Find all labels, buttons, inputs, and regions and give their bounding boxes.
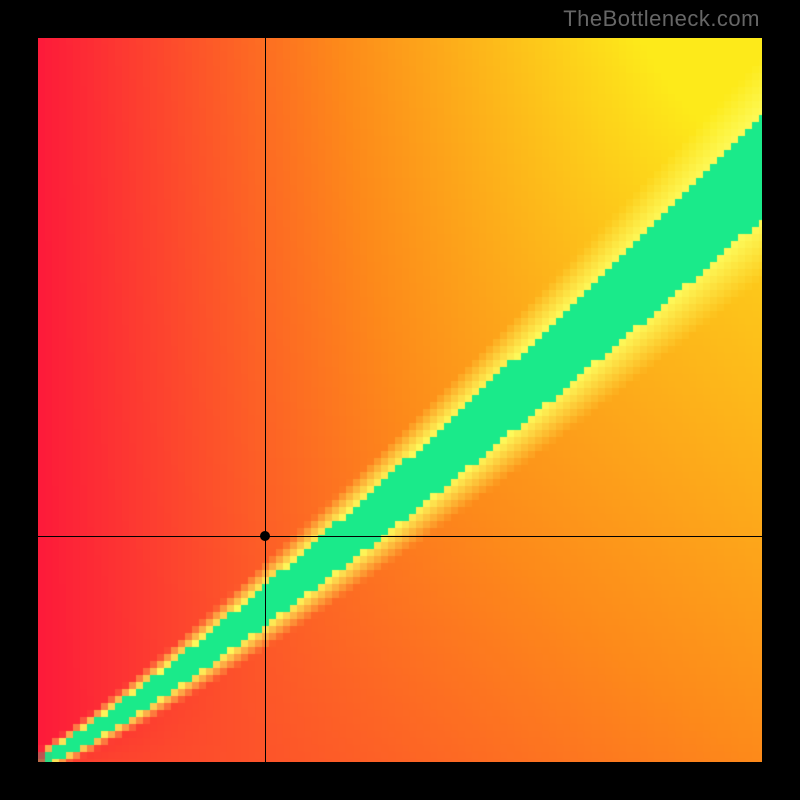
heatmap-plot <box>38 38 762 762</box>
watermark-text: TheBottleneck.com <box>563 6 760 32</box>
heatmap-canvas <box>38 38 762 762</box>
crosshair-vertical <box>265 38 266 762</box>
crosshair-horizontal <box>38 536 762 537</box>
